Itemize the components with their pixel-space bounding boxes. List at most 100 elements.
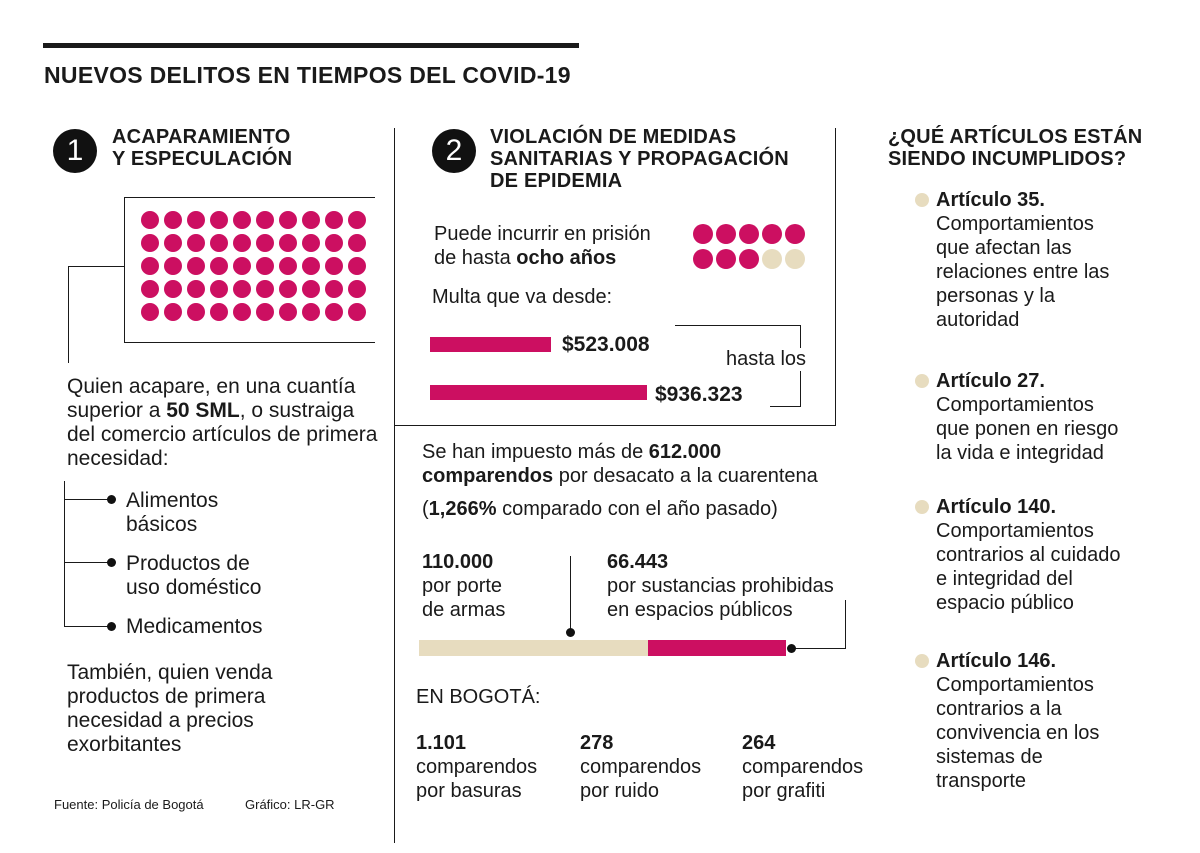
- article-desc-line: Comportamientos: [936, 520, 1094, 542]
- article-146: Artículo 146. Comportamientos contrarios…: [936, 649, 1099, 793]
- comparendos-line: Se han impuesto más de 612.000: [422, 440, 818, 464]
- prison-year-dot-filled: [693, 249, 713, 269]
- sml-dot: [279, 234, 297, 252]
- section1-description-text: , o sustraiga del comercio artículos de …: [67, 399, 378, 470]
- prison-year-dot-filled: [716, 224, 736, 244]
- article-desc-line: que ponen en riesgo: [936, 418, 1119, 440]
- section2-number-badge: 2: [432, 129, 476, 173]
- article-35: Artículo 35. Comportamientos que afectan…: [936, 188, 1109, 332]
- sustancias-leader-h: [790, 648, 846, 649]
- sml-dot: [256, 280, 274, 298]
- sml-dot: [325, 257, 343, 275]
- sml-dot: [141, 211, 159, 229]
- article-bullet: [915, 654, 929, 668]
- sml-dot: [302, 234, 320, 252]
- section1-heading-line: Y ESPECULACIÓN: [112, 148, 293, 170]
- fine-max-value: $936.323: [655, 383, 743, 406]
- fine-bracket-bottom: [770, 406, 800, 407]
- fine-label: Multa que va desde:: [432, 286, 613, 308]
- item-bullet: [107, 622, 116, 631]
- sml-dot: [302, 211, 320, 229]
- sml-dot: [210, 303, 228, 321]
- prison-line: de hasta ocho años: [434, 246, 651, 270]
- sml-dot-grid: [141, 211, 371, 321]
- sml-dot: [302, 280, 320, 298]
- fine-min-value: $523.008: [562, 333, 650, 356]
- article-27: Artículo 27. Comportamientos que ponen e…: [936, 369, 1118, 465]
- dotgrid-bracket-left: [124, 197, 125, 343]
- fine-min-bar: [430, 337, 551, 352]
- bogota-stat-grafiti: 264 comparendos por grafiti: [742, 731, 863, 803]
- prison-year-dot-filled: [716, 249, 736, 269]
- prison-year-dot-filled: [785, 224, 805, 244]
- items-tree-line: [64, 481, 65, 626]
- article-bullet: [915, 374, 929, 388]
- article-bullet: [915, 500, 929, 514]
- article-desc-line: e integridad del: [936, 568, 1073, 590]
- armas-bar-segment: [419, 640, 648, 656]
- bogota-stat-value: 278: [580, 732, 614, 754]
- sml-dot: [279, 280, 297, 298]
- article-title: Artículo 27.: [936, 370, 1045, 392]
- armas-label-line: de armas: [422, 599, 506, 621]
- armas-leader: [570, 556, 571, 632]
- item-line: uso doméstico: [126, 576, 262, 599]
- percent-value: 1,266%: [428, 498, 497, 520]
- sml-dot: [279, 303, 297, 321]
- comparendos-line: comparendos por desacato a la cuarentena: [422, 464, 818, 488]
- comparendos-word: comparendos: [422, 465, 554, 487]
- item-bullet: [107, 495, 116, 504]
- sml-dot: [279, 211, 297, 229]
- sustancias-label-line: por sustancias prohibidas: [607, 575, 834, 597]
- section2-heading-line: DE EPIDEMIA: [490, 170, 623, 192]
- prison-line-text: de hasta: [434, 247, 517, 269]
- sml-dot: [348, 303, 366, 321]
- sml-dot: [141, 234, 159, 252]
- sml-dot: [187, 234, 205, 252]
- article-title: Artículo 35.: [936, 189, 1045, 211]
- prison-years: ocho años: [516, 247, 617, 269]
- article-desc-line: espacio público: [936, 592, 1074, 614]
- fine-until-label: hasta los: [724, 348, 809, 371]
- prison-year-dot-filled: [762, 224, 782, 244]
- sml-dot: [164, 234, 182, 252]
- bogota-stat-ruido: 278 comparendos por ruido: [580, 731, 701, 803]
- dotgrid-connector-down: [68, 266, 69, 363]
- sml-dot: [233, 257, 251, 275]
- sml-dot: [187, 280, 205, 298]
- sml-dot: [187, 257, 205, 275]
- sustancias-leader: [845, 600, 846, 648]
- article-desc-line: contrarios a la: [936, 698, 1062, 720]
- bogota-stat-label: por basuras: [416, 780, 522, 802]
- sml-dot: [256, 257, 274, 275]
- comparendos-text-part: por desacato a la cuarentena: [553, 465, 818, 487]
- bogota-label: EN BOGOTÁ:: [416, 686, 541, 708]
- article-desc-line: contrarios al cuidado: [936, 544, 1121, 566]
- articles-heading-line: ¿QUÉ ARTÍCULOS ESTÁN: [888, 126, 1143, 148]
- comparendos-text-part: Se han impuesto más de: [422, 441, 649, 463]
- article-desc-line: personas y la: [936, 285, 1055, 307]
- article-140: Artículo 140. Comportamientos contrarios…: [936, 495, 1121, 615]
- bogota-stat-label: por ruido: [580, 780, 659, 802]
- sml-dot: [164, 257, 182, 275]
- sml-dot: [256, 234, 274, 252]
- sml-dot: [348, 280, 366, 298]
- section1-number-badge: 1: [53, 129, 97, 173]
- sml-dot: [141, 280, 159, 298]
- prison-line: Puede incurrir en prisión: [434, 223, 651, 245]
- armas-label-line: por porte: [422, 575, 503, 597]
- sustancias-leader-dot: [787, 644, 796, 653]
- articles-heading: ¿QUÉ ARTÍCULOS ESTÁN SIENDO INCUMPLIDOS?: [888, 126, 1142, 170]
- fine-max-bar: [430, 385, 647, 400]
- item-medicamentos: Medicamentos: [126, 615, 263, 639]
- sml-dot: [141, 257, 159, 275]
- bogota-stat-value: 1.101: [416, 732, 467, 754]
- sml-dot: [233, 234, 251, 252]
- sml-amount: 50 SML: [166, 399, 240, 422]
- prison-year-dot-empty: [762, 249, 782, 269]
- percent-paren: (: [422, 498, 429, 520]
- sml-dot: [210, 257, 228, 275]
- prison-year-dot-filled: [739, 249, 759, 269]
- bogota-stat-label: comparendos: [580, 756, 702, 778]
- sml-dot: [256, 211, 274, 229]
